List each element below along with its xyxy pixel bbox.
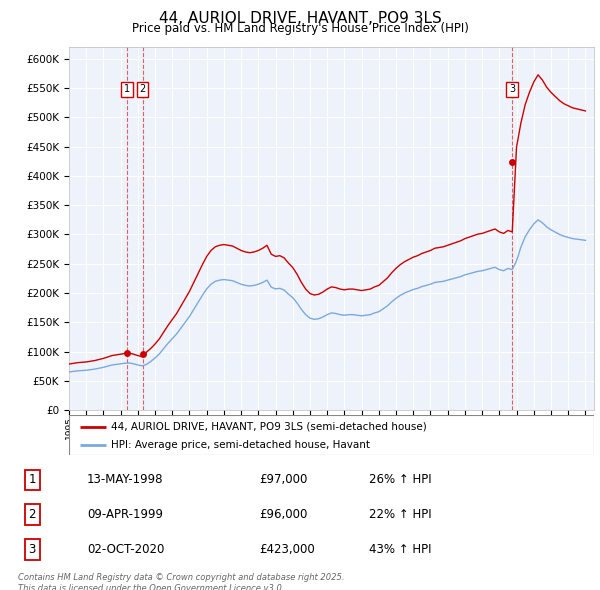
Text: 1: 1 bbox=[124, 84, 130, 94]
Text: 13-MAY-1998: 13-MAY-1998 bbox=[87, 473, 163, 486]
Text: Contains HM Land Registry data © Crown copyright and database right 2025.
This d: Contains HM Land Registry data © Crown c… bbox=[18, 573, 344, 590]
Text: £423,000: £423,000 bbox=[260, 543, 316, 556]
Text: £97,000: £97,000 bbox=[260, 473, 308, 486]
Text: 44, AURIOL DRIVE, HAVANT, PO9 3LS: 44, AURIOL DRIVE, HAVANT, PO9 3LS bbox=[158, 11, 442, 25]
Text: 44, AURIOL DRIVE, HAVANT, PO9 3LS (semi-detached house): 44, AURIOL DRIVE, HAVANT, PO9 3LS (semi-… bbox=[111, 422, 427, 432]
Text: HPI: Average price, semi-detached house, Havant: HPI: Average price, semi-detached house,… bbox=[111, 441, 370, 450]
Text: 3: 3 bbox=[28, 543, 36, 556]
Text: Price paid vs. HM Land Registry's House Price Index (HPI): Price paid vs. HM Land Registry's House … bbox=[131, 22, 469, 35]
Text: 1: 1 bbox=[28, 473, 36, 486]
Text: 26% ↑ HPI: 26% ↑ HPI bbox=[369, 473, 432, 486]
Text: 43% ↑ HPI: 43% ↑ HPI bbox=[369, 543, 431, 556]
Text: 22% ↑ HPI: 22% ↑ HPI bbox=[369, 508, 432, 522]
Text: £96,000: £96,000 bbox=[260, 508, 308, 522]
Text: 02-OCT-2020: 02-OCT-2020 bbox=[87, 543, 164, 556]
Text: 09-APR-1999: 09-APR-1999 bbox=[87, 508, 163, 522]
Text: 2: 2 bbox=[139, 84, 146, 94]
Text: 2: 2 bbox=[28, 508, 36, 522]
Text: 3: 3 bbox=[509, 84, 515, 94]
